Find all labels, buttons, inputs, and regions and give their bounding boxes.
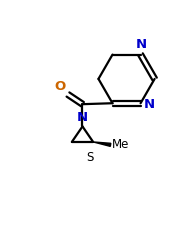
Text: S: S [87,151,94,164]
Text: N: N [136,38,147,51]
Polygon shape [93,142,111,146]
Text: N: N [144,98,155,111]
Text: O: O [55,79,66,93]
Text: N: N [77,111,88,124]
Text: Me: Me [112,138,129,151]
